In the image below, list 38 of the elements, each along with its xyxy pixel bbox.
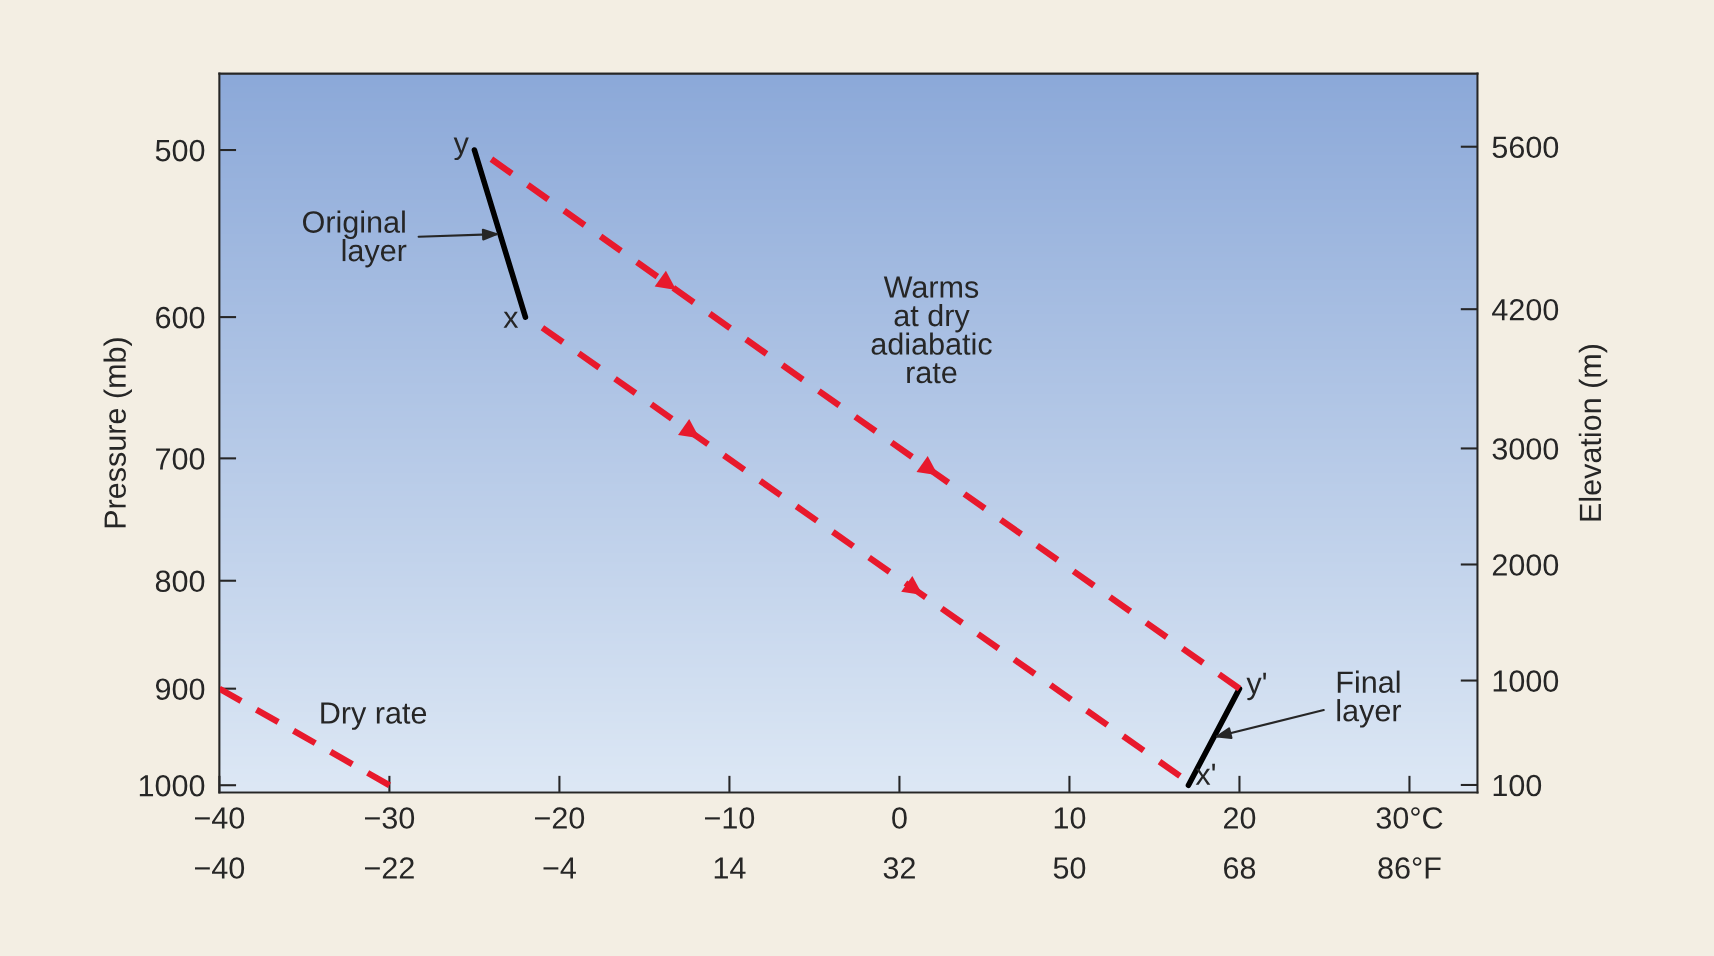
x-tick-label: −20 (535, 807, 585, 829)
y-tick-label: 1000 (139, 774, 205, 797)
x2-tick-label: 50 (1053, 857, 1086, 879)
x2-tick-label: 14 (714, 857, 746, 879)
annotation: x (503, 311, 519, 328)
x-tick-label: −10 (705, 807, 755, 829)
y-tick-label: 900 (155, 678, 205, 701)
y2-tick-label: 1000 (1493, 670, 1559, 692)
y2-tick-label: 100 (1493, 774, 1542, 797)
x2-tick-label: −40 (194, 857, 245, 879)
x2-tick-label: 86°F (1378, 857, 1441, 879)
annotation: Dry rate (321, 702, 427, 730)
annotation: x' (1195, 763, 1215, 785)
x2-tick-label: −22 (365, 857, 414, 879)
y2-tick-label: 2000 (1492, 554, 1559, 576)
x-tick-label: −40 (194, 807, 245, 829)
annotation: y (453, 137, 469, 161)
y-axis-title: Pressure (mb) (103, 338, 132, 528)
x-tick-label: −30 (365, 807, 415, 829)
annotation: y' (1246, 672, 1266, 701)
x2-tick-label: −4 (543, 857, 576, 879)
x-tick-label: 30°C (1376, 807, 1443, 829)
y2-tick-label: 3000 (1492, 438, 1559, 460)
y2-tick-label: 4200 (1492, 298, 1559, 321)
y-tick-label: 800 (155, 570, 205, 593)
x2-tick-label: 68 (1224, 857, 1256, 879)
annotation: Warms at dry adiabatic rate (871, 276, 992, 384)
annotation: Original layer (303, 210, 407, 268)
y2-tick-label: 5600 (1492, 136, 1559, 159)
x-tick-label: 20 (1224, 807, 1256, 829)
x-tick-label: 0 (892, 807, 907, 829)
annotation: Final layer (1337, 670, 1402, 728)
x-tick-label: 10 (1054, 807, 1086, 829)
y-tick-label: 600 (156, 306, 205, 329)
y2-axis-title: Elevation (m) (1578, 344, 1608, 521)
y-tick-label: 700 (156, 448, 205, 470)
y-tick-label: 500 (155, 139, 205, 162)
x2-tick-label: 32 (883, 857, 915, 879)
